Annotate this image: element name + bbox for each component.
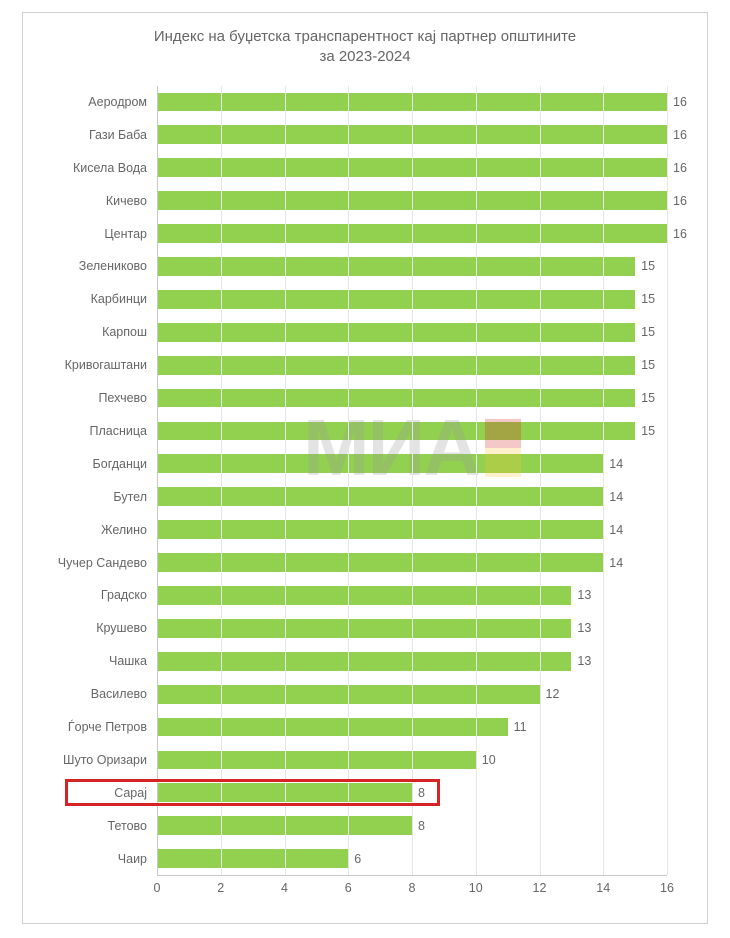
x-tick-label: 8 bbox=[409, 875, 416, 895]
category-label: Желино bbox=[37, 523, 157, 537]
gridline bbox=[221, 86, 222, 875]
x-tick-label: 6 bbox=[345, 875, 352, 895]
value-label: 15 bbox=[635, 424, 655, 438]
value-label: 8 bbox=[412, 819, 425, 833]
value-label: 12 bbox=[540, 687, 560, 701]
value-label: 15 bbox=[635, 391, 655, 405]
chart-title: Индекс на буџетска транспарентност кај п… bbox=[41, 27, 689, 68]
bar bbox=[157, 619, 571, 638]
category-label: Центар bbox=[37, 227, 157, 241]
bar bbox=[157, 487, 603, 506]
value-label: 15 bbox=[635, 325, 655, 339]
value-label: 16 bbox=[667, 128, 687, 142]
bar bbox=[157, 389, 635, 408]
value-label: 15 bbox=[635, 292, 655, 306]
value-label: 14 bbox=[603, 523, 623, 537]
bar bbox=[157, 323, 635, 342]
category-label: Пласница bbox=[37, 424, 157, 438]
bar bbox=[157, 586, 571, 605]
category-label: Тетово bbox=[37, 819, 157, 833]
value-label: 13 bbox=[571, 621, 591, 635]
category-label: Бутел bbox=[37, 490, 157, 504]
category-label: Гази Баба bbox=[37, 128, 157, 142]
category-label: Сарај bbox=[37, 786, 157, 800]
category-label: Чашка bbox=[37, 654, 157, 668]
x-tick-label: 12 bbox=[533, 875, 547, 895]
x-tick-label: 10 bbox=[469, 875, 483, 895]
category-label: Градско bbox=[37, 588, 157, 602]
gridline bbox=[667, 86, 668, 875]
category-label: Пехчево bbox=[37, 391, 157, 405]
x-tick-label: 14 bbox=[596, 875, 610, 895]
bar bbox=[157, 454, 603, 473]
gridline bbox=[476, 86, 477, 875]
chart-container: Индекс на буџетска транспарентност кај п… bbox=[22, 12, 708, 924]
value-label: 8 bbox=[412, 786, 425, 800]
category-label: Аеродром bbox=[37, 95, 157, 109]
category-label: Карпош bbox=[37, 325, 157, 339]
value-label: 16 bbox=[667, 227, 687, 241]
category-label: Зелениково bbox=[37, 259, 157, 273]
category-label: Шуто Оризари bbox=[37, 753, 157, 767]
value-label: 16 bbox=[667, 194, 687, 208]
value-label: 14 bbox=[603, 457, 623, 471]
category-label: Богданци bbox=[37, 457, 157, 471]
bar bbox=[157, 356, 635, 375]
value-label: 11 bbox=[508, 720, 527, 734]
value-label: 16 bbox=[667, 161, 687, 175]
title-line-2: за 2023-2024 bbox=[319, 48, 410, 65]
gridline bbox=[157, 86, 158, 875]
plot-area: Аеродром16Гази Баба16Кисела Вода16Кичево… bbox=[157, 86, 667, 876]
value-label: 14 bbox=[603, 490, 623, 504]
bar bbox=[157, 652, 571, 671]
category-label: Кисела Вода bbox=[37, 161, 157, 175]
title-line-1: Индекс на буџетска транспарентност кај п… bbox=[154, 28, 576, 45]
x-tick-label: 0 bbox=[154, 875, 161, 895]
x-tick-label: 4 bbox=[281, 875, 288, 895]
value-label: 13 bbox=[571, 588, 591, 602]
category-label: Чаир bbox=[37, 852, 157, 866]
category-label: Чучер Сандево bbox=[37, 556, 157, 570]
bar bbox=[157, 553, 603, 572]
value-label: 10 bbox=[476, 753, 496, 767]
category-label: Кичево bbox=[37, 194, 157, 208]
category-label: Кривогаштани bbox=[37, 358, 157, 372]
value-label: 15 bbox=[635, 259, 655, 273]
value-label: 16 bbox=[667, 95, 687, 109]
gridline bbox=[540, 86, 541, 875]
gridline bbox=[603, 86, 604, 875]
x-tick-label: 16 bbox=[660, 875, 674, 895]
bar bbox=[157, 718, 508, 737]
value-label: 13 bbox=[571, 654, 591, 668]
bar bbox=[157, 751, 476, 770]
bar bbox=[157, 520, 603, 539]
category-label: Ѓорче Петров bbox=[37, 720, 157, 734]
gridline bbox=[412, 86, 413, 875]
gridline bbox=[285, 86, 286, 875]
value-label: 15 bbox=[635, 358, 655, 372]
category-label: Василево bbox=[37, 687, 157, 701]
bar bbox=[157, 257, 635, 276]
category-label: Крушево bbox=[37, 621, 157, 635]
bar bbox=[157, 849, 348, 868]
bar bbox=[157, 290, 635, 309]
gridline bbox=[348, 86, 349, 875]
bar bbox=[157, 422, 635, 441]
value-label: 6 bbox=[348, 852, 361, 866]
category-label: Карбинци bbox=[37, 292, 157, 306]
x-tick-label: 2 bbox=[217, 875, 224, 895]
value-label: 14 bbox=[603, 556, 623, 570]
